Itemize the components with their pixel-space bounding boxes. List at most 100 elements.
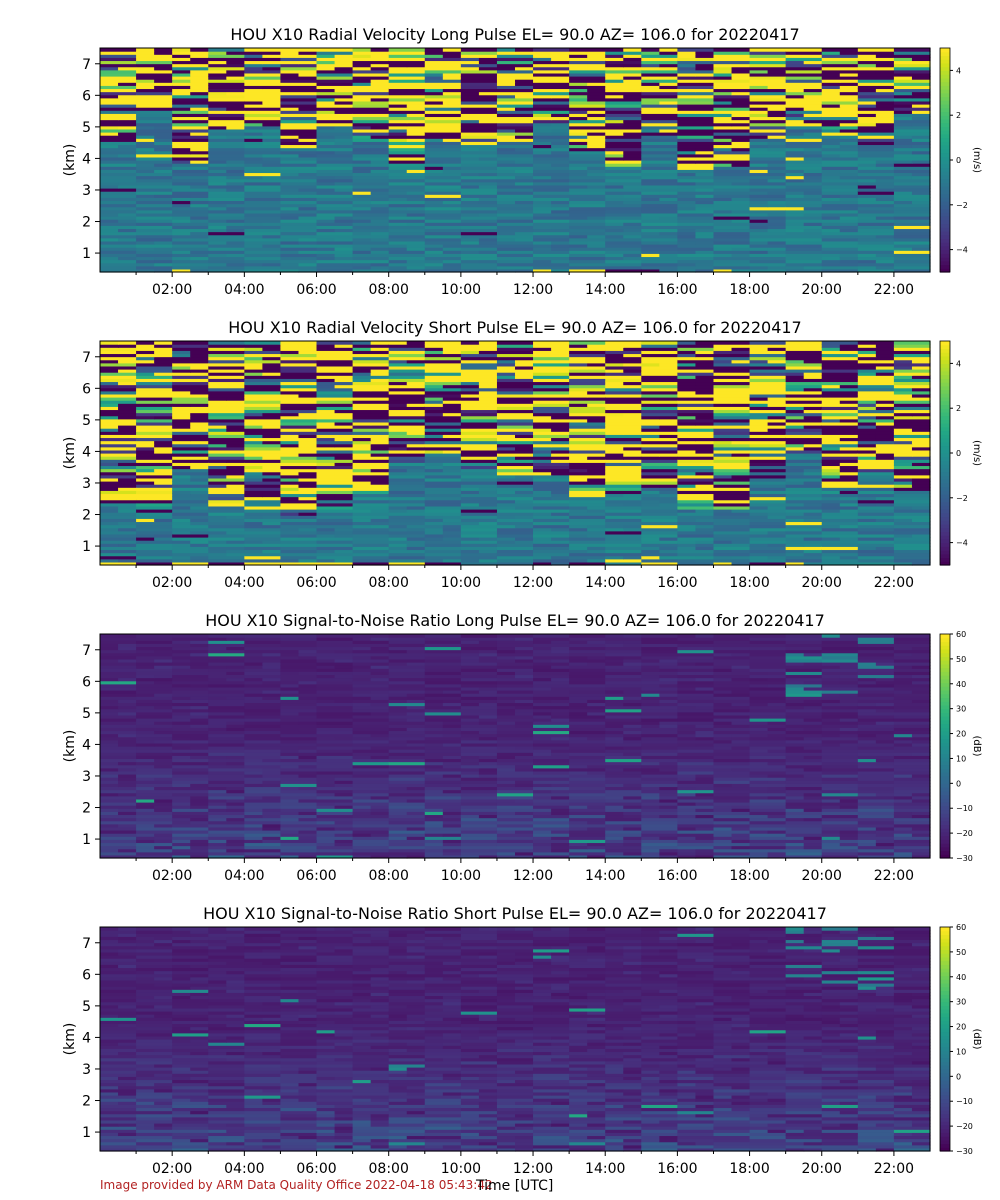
heatmap-cell [821, 184, 859, 189]
heatmap-cell [496, 375, 516, 379]
colorbar-segment [940, 348, 950, 353]
heatmap-cell [569, 440, 606, 445]
heatmap-cell [154, 341, 173, 345]
heatmap-cell [587, 403, 606, 407]
heatmap-cell [533, 384, 570, 389]
heatmap-cell [605, 359, 642, 364]
heatmap-cell [677, 203, 697, 208]
heatmap-cell [118, 733, 137, 738]
colorbar-segment [940, 48, 950, 53]
heatmap-cell [641, 530, 678, 535]
heatmap-cell [244, 752, 282, 756]
heatmap-cell [623, 256, 642, 261]
heatmap-cell [893, 66, 931, 71]
heatmap-cell [533, 51, 570, 55]
heatmap-cell [821, 51, 841, 55]
heatmap-cell [388, 110, 426, 114]
heatmap-cell [496, 166, 534, 170]
heatmap-cell [533, 421, 570, 426]
heatmap-cell [749, 234, 787, 239]
heatmap-cell [100, 477, 119, 482]
heatmap-cell [388, 521, 426, 526]
heatmap-cell [100, 381, 119, 386]
heatmap-cell [749, 225, 769, 230]
heatmap-cell [388, 381, 408, 386]
heatmap-cell [785, 487, 823, 491]
heatmap-cell [677, 437, 697, 442]
heatmap-cell [496, 104, 534, 108]
heatmap-cell [605, 552, 642, 557]
heatmap-cell [749, 459, 787, 463]
heatmap-cell [208, 240, 227, 245]
heatmap-cell [496, 462, 534, 467]
x-tick-label: 12:00 [513, 575, 553, 591]
heatmap-cell [460, 128, 498, 133]
heatmap-cell [677, 150, 697, 155]
heatmap-cell [803, 365, 823, 370]
heatmap-cell [280, 69, 318, 74]
heatmap-cell [172, 453, 209, 457]
heatmap-cell [172, 774, 209, 778]
heatmap-cell [551, 259, 570, 264]
heatmap-cell [893, 116, 913, 121]
heatmap-cell [244, 262, 263, 267]
heatmap-cell [244, 493, 263, 498]
heatmap-cell [821, 240, 859, 245]
heatmap-cell [136, 537, 155, 541]
heatmap-cell [821, 428, 841, 432]
heatmap-cell [533, 63, 570, 68]
heatmap-cell [352, 549, 390, 554]
heatmap-cell [100, 79, 119, 83]
heatmap-cell [496, 397, 516, 401]
heatmap-cell [533, 393, 570, 398]
heatmap-cell [785, 412, 823, 417]
heatmap-cell [623, 48, 642, 52]
heatmap-cell [533, 527, 552, 532]
heatmap-cell [208, 262, 227, 267]
heatmap-cell [893, 153, 931, 158]
heatmap-cell [569, 509, 588, 513]
heatmap-cell [172, 505, 191, 510]
heatmap-cell [749, 524, 787, 529]
colorbar-segment [940, 486, 950, 491]
heatmap-cell [713, 487, 751, 491]
heatmap-cell [136, 512, 173, 516]
heatmap-cell [605, 512, 642, 516]
heatmap-cell [857, 381, 895, 386]
heatmap-cell [857, 247, 895, 251]
heatmap-cell [316, 194, 354, 198]
heatmap-cell [551, 471, 570, 476]
heatmap-cell [641, 546, 660, 551]
heatmap-cell [100, 125, 119, 130]
heatmap-cell [569, 381, 606, 386]
heatmap-cell [605, 421, 642, 426]
heatmap-cell [406, 153, 426, 158]
heatmap-cell [424, 63, 462, 68]
colorbar-label: (m/s) [971, 147, 982, 173]
heatmap-cell [136, 247, 155, 251]
heatmap-cell [352, 253, 390, 258]
heatmap-cell [172, 640, 191, 644]
heatmap-cell [352, 359, 390, 364]
heatmap-cell [172, 783, 191, 788]
colorbar-segment [940, 178, 950, 183]
heatmap-cell [803, 209, 823, 214]
heatmap-cell [533, 60, 570, 65]
colorbar-segment [940, 208, 950, 213]
heatmap-cell [641, 200, 678, 205]
heatmap-cell [713, 144, 751, 149]
heatmap-cell [785, 178, 805, 183]
heatmap-cell [875, 421, 895, 426]
heatmap-cell [677, 505, 715, 510]
heatmap-cell [442, 48, 462, 52]
heatmap-cell [695, 362, 715, 367]
heatmap-cell [605, 465, 642, 470]
heatmap-cell [821, 234, 859, 239]
heatmap-cell [605, 474, 642, 479]
heatmap-cell [911, 462, 931, 467]
heatmap-cell [857, 237, 895, 242]
heatmap-cell [496, 350, 534, 355]
heatmap-cell [280, 113, 318, 118]
heatmap-cell [154, 66, 173, 71]
heatmap-cell [587, 135, 606, 139]
